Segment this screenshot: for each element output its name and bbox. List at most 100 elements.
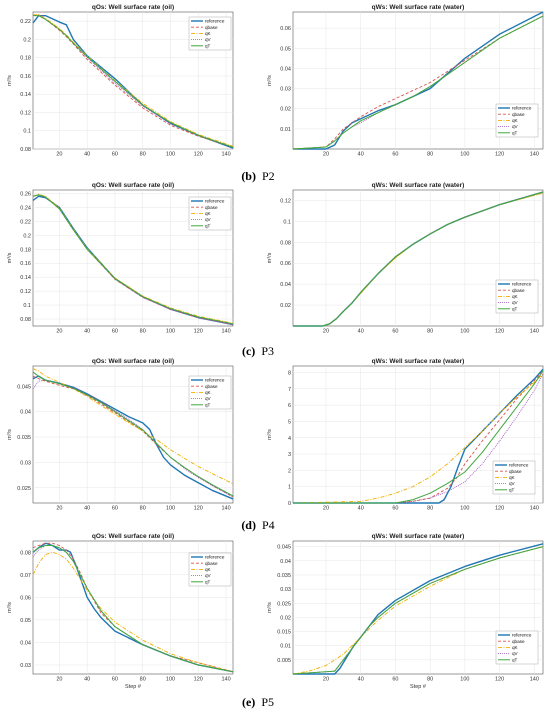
legend-entry-reference: reference bbox=[205, 555, 225, 560]
y-tick-label: 0.035 bbox=[17, 435, 31, 441]
chart-title: qWs: Well surface rate (water) bbox=[372, 4, 465, 11]
chart-title: qWs: Well surface rate (water) bbox=[372, 182, 465, 189]
chart-title: qOs: Well surface rate (oil) bbox=[92, 182, 174, 189]
y-tick-label: 3 bbox=[288, 452, 291, 458]
row-label-b-letter: (b) bbox=[241, 169, 256, 183]
row-labels: (b) P2 (c) P3 (d) P4 (e) P5 bbox=[241, 169, 274, 709]
legend-entry-reference: reference bbox=[205, 199, 225, 204]
x-tick-label: 40 bbox=[358, 506, 364, 512]
x-tick-label: 140 bbox=[530, 329, 539, 335]
x-tick-label: 40 bbox=[358, 677, 364, 683]
y-tick-label: 0.14 bbox=[20, 92, 31, 98]
x-tick-label: 20 bbox=[323, 506, 329, 512]
row-label-b: (b) P2 bbox=[241, 169, 274, 183]
chart-title: qOs: Well surface rate (oil) bbox=[92, 4, 174, 11]
x-tick-label: 60 bbox=[112, 329, 118, 335]
x-tick-label: 40 bbox=[84, 506, 90, 512]
y-tick-label: 0.01 bbox=[280, 644, 291, 650]
y-tick-label: 0.08 bbox=[20, 147, 31, 153]
chart-panel-4: 20 40 60 80 100 120 140 0.025 0.03 0.035 0.04 0.045… bbox=[7, 358, 234, 512]
legend-entry-qK: qK bbox=[512, 118, 519, 123]
legend-entry-qK: qK bbox=[512, 294, 519, 299]
y-tick-label: 0.045 bbox=[277, 545, 291, 551]
legend-box bbox=[188, 16, 232, 51]
x-tick-label: 20 bbox=[323, 677, 329, 683]
x-tick-label: 100 bbox=[166, 152, 175, 158]
legend-box bbox=[188, 375, 232, 410]
y-tick-label: 0.1 bbox=[23, 303, 31, 309]
y-tick-label: 0.04 bbox=[280, 282, 291, 288]
y-tick-label: 0.08 bbox=[20, 550, 31, 556]
y-axis-label: m³/s bbox=[7, 602, 13, 613]
x-tick-label: 100 bbox=[460, 677, 469, 683]
y-tick-label: 0.005 bbox=[277, 658, 291, 664]
x-tick-label: 140 bbox=[530, 152, 539, 158]
x-tick-label: 100 bbox=[166, 329, 175, 335]
y-tick-label: 0.04 bbox=[20, 410, 31, 416]
legend-entry-qbase: qbase bbox=[512, 112, 525, 117]
row-label-e: (e) P5 bbox=[242, 695, 274, 709]
y-axis-label: m³/s bbox=[7, 75, 13, 86]
x-tick-label: 80 bbox=[140, 152, 146, 158]
chart-panel-3: 20 40 60 80 100 120 140 0.02 0.04 0.06 0.08 0.1 0.12… bbox=[267, 182, 544, 335]
legend-entry-qK: qK bbox=[205, 31, 212, 36]
legend-entry-qT: qT bbox=[512, 306, 518, 311]
x-tick-label: 80 bbox=[140, 329, 146, 335]
y-tick-label: 1 bbox=[288, 485, 291, 491]
legend-box bbox=[188, 552, 232, 587]
legend-entry-reference: reference bbox=[512, 633, 532, 638]
y-tick-label: 0.22 bbox=[20, 219, 31, 225]
chart-title: qWs: Well surface rate (water) bbox=[372, 358, 465, 365]
legend-entry-qbase: qbase bbox=[205, 561, 218, 566]
series-line-qT bbox=[292, 546, 544, 675]
y-tick-label: 0.1 bbox=[23, 129, 31, 135]
x-axis-label: Step # bbox=[410, 684, 427, 690]
x-tick-label: 40 bbox=[84, 152, 90, 158]
x-tick-label: 100 bbox=[460, 152, 469, 158]
x-tick-label: 100 bbox=[166, 677, 175, 683]
legend-entry-reference: reference bbox=[205, 19, 225, 24]
y-tick-label: 0 bbox=[288, 501, 291, 507]
x-tick-label: 100 bbox=[166, 506, 175, 512]
chart-panel-0: 20 40 60 80 100 120 140 0.08 0.1 0.12 0.14 0.16 0.18… bbox=[7, 4, 234, 158]
y-tick-label: 0.04 bbox=[20, 640, 31, 646]
x-tick-label: 80 bbox=[427, 329, 433, 335]
legend-entry-reference: reference bbox=[512, 282, 532, 287]
y-tick-label: 2 bbox=[288, 468, 291, 474]
legend-entry-qK: qK bbox=[509, 475, 516, 480]
y-tick-label: 0.12 bbox=[280, 198, 291, 204]
y-tick-label: 0.045 bbox=[17, 384, 31, 390]
x-tick-label: 40 bbox=[358, 152, 364, 158]
y-tick-label: 0.02 bbox=[280, 107, 291, 113]
y-axis-label: m³/s bbox=[267, 602, 273, 613]
x-tick-label: 60 bbox=[112, 677, 118, 683]
y-tick-label: 8 bbox=[288, 371, 291, 377]
x-tick-label: 60 bbox=[392, 329, 398, 335]
y-tick-label: 0.16 bbox=[20, 261, 31, 267]
x-tick-label: 120 bbox=[194, 152, 203, 158]
chart-panel-1: 20 40 60 80 100 120 140 0.01 0.02 0.03 0.04 0.05 0.0… bbox=[267, 4, 544, 158]
x-tick-label: 20 bbox=[56, 152, 62, 158]
x-tick-label: 120 bbox=[194, 677, 203, 683]
legend-box bbox=[495, 630, 539, 665]
y-tick-label: 0.04 bbox=[280, 66, 291, 72]
x-tick-label: 20 bbox=[323, 152, 329, 158]
legend-entry-qV: qV bbox=[509, 481, 516, 486]
legend-entry-reference: reference bbox=[205, 378, 225, 383]
legend-entry-qbase: qbase bbox=[205, 205, 218, 210]
x-tick-label: 120 bbox=[495, 506, 504, 512]
row-label-b-name: P2 bbox=[262, 169, 275, 183]
y-tick-label: 0.07 bbox=[20, 573, 31, 579]
chart-panel-2: 20 40 60 80 100 120 140 0.08 0.1 0.12 0.14 0.16 0.18… bbox=[7, 182, 234, 335]
y-axis-label: m³/s bbox=[7, 252, 13, 263]
row-label-c: (c) P3 bbox=[242, 344, 274, 358]
y-axis-label: m³/s bbox=[7, 429, 13, 440]
x-tick-label: 20 bbox=[56, 329, 62, 335]
x-tick-label: 140 bbox=[221, 677, 230, 683]
x-tick-label: 60 bbox=[112, 506, 118, 512]
y-axis-label: m³/s bbox=[267, 75, 273, 86]
